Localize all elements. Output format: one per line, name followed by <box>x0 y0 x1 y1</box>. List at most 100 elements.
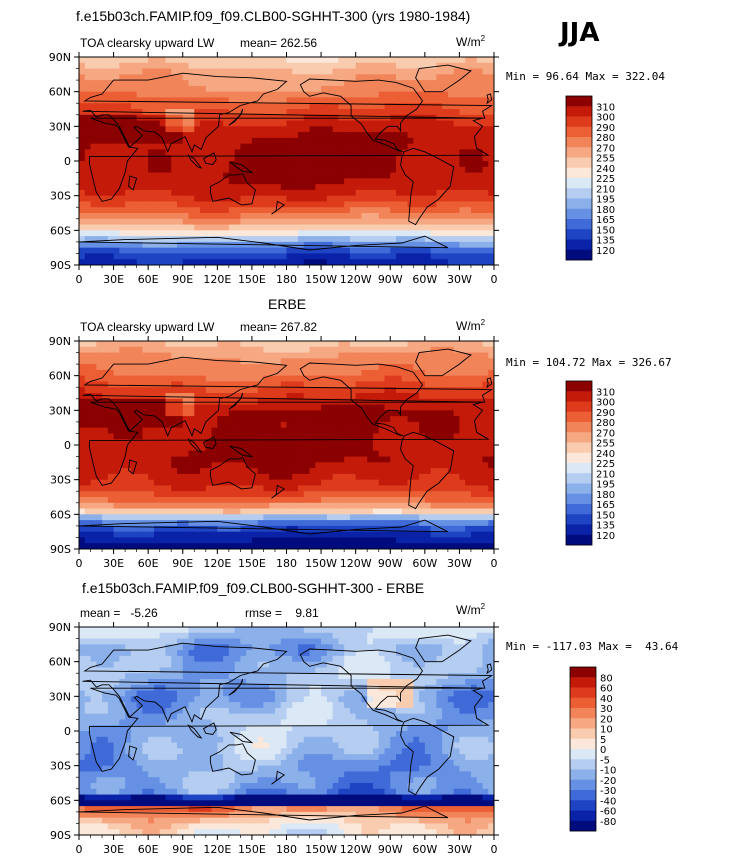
map-cell <box>447 450 455 457</box>
map-cell <box>396 224 403 231</box>
map-cell <box>165 184 172 191</box>
map-cell <box>194 508 201 515</box>
map-cell <box>153 57 161 64</box>
map-cell <box>292 462 299 469</box>
map-cell <box>257 57 264 64</box>
map-cell <box>338 410 345 417</box>
map-cell <box>298 502 305 509</box>
map-cell <box>476 137 483 145</box>
map-cell <box>326 103 334 110</box>
map-cell <box>419 479 426 486</box>
map-cell <box>84 485 91 492</box>
map-cell <box>240 416 247 423</box>
map-cell <box>280 74 287 81</box>
map-cell <box>251 207 259 214</box>
map-cell <box>384 468 391 475</box>
map-cell <box>274 462 282 469</box>
map-cell <box>419 259 426 265</box>
map-cell <box>136 468 143 475</box>
map-cell <box>125 358 132 365</box>
map-cell <box>286 137 293 145</box>
map-cell <box>211 201 218 208</box>
map-cell <box>332 213 339 220</box>
map-cell <box>488 433 494 440</box>
map-cell <box>476 85 483 93</box>
map-cell <box>488 358 494 365</box>
map-cell <box>470 230 478 237</box>
map-cell <box>125 456 132 463</box>
map-cell <box>453 74 460 81</box>
map-cell <box>165 103 172 110</box>
map-cell <box>125 433 132 440</box>
map-cell <box>303 416 310 423</box>
map-cell <box>372 485 380 492</box>
map-cell <box>372 224 380 231</box>
map-cell <box>102 201 109 208</box>
map-cell <box>338 479 345 486</box>
map-cell <box>205 358 212 365</box>
map-cell <box>148 57 155 64</box>
map-cell <box>419 132 426 139</box>
map-cell <box>119 433 126 440</box>
map-cell <box>286 132 293 139</box>
map-cell <box>332 468 339 475</box>
map-cell <box>240 468 247 475</box>
map-cell <box>269 497 276 504</box>
map-cell <box>102 410 109 417</box>
map-cell <box>188 410 195 417</box>
map-cell <box>130 508 138 515</box>
map-cell <box>280 109 287 116</box>
map-cell <box>459 126 466 133</box>
map-cell <box>182 387 189 394</box>
map-cell <box>338 445 345 452</box>
map-cell <box>171 508 178 515</box>
map-cell <box>153 189 161 197</box>
map-cell <box>488 218 494 225</box>
map-cell <box>223 178 230 185</box>
map-cell <box>321 97 328 104</box>
map-cell <box>280 421 287 429</box>
map-cell <box>96 259 103 265</box>
map-cell <box>274 207 282 214</box>
map-cell <box>165 213 172 220</box>
map-cell <box>107 218 114 225</box>
map-cell <box>113 427 120 434</box>
map-cell <box>349 161 357 168</box>
map-cell <box>361 259 368 265</box>
map-cell <box>470 427 478 434</box>
map-cell <box>372 410 380 417</box>
map-cell <box>292 450 299 457</box>
map-cell <box>413 514 420 521</box>
map-cell <box>326 149 334 156</box>
map-cell <box>257 68 264 75</box>
map-cell <box>194 91 201 98</box>
map-cell <box>246 352 253 359</box>
map-cell <box>102 80 109 87</box>
map-cell <box>378 189 385 197</box>
map-cell <box>107 468 114 475</box>
map-cell <box>240 85 247 93</box>
map-cell <box>200 172 207 179</box>
map-cell <box>263 126 270 133</box>
map-cell <box>372 433 380 440</box>
map-cell <box>413 218 420 225</box>
map-cell <box>488 427 494 434</box>
map-cell <box>367 462 374 469</box>
map-cell <box>84 103 91 110</box>
map-cell <box>355 195 362 202</box>
map-cell <box>419 62 426 69</box>
map-cell <box>240 195 247 202</box>
map-cell <box>470 143 478 150</box>
map-cell <box>228 387 236 394</box>
map-cell <box>200 352 207 359</box>
map-cell <box>188 485 195 492</box>
map-cell <box>367 207 374 214</box>
map-cell <box>280 259 287 265</box>
map-cell <box>205 213 212 220</box>
map-cell <box>153 195 161 202</box>
map-cell <box>361 85 368 93</box>
map-cell <box>90 161 97 168</box>
map-cell <box>263 508 270 515</box>
map-cell <box>257 97 264 104</box>
map-cell <box>130 161 138 168</box>
